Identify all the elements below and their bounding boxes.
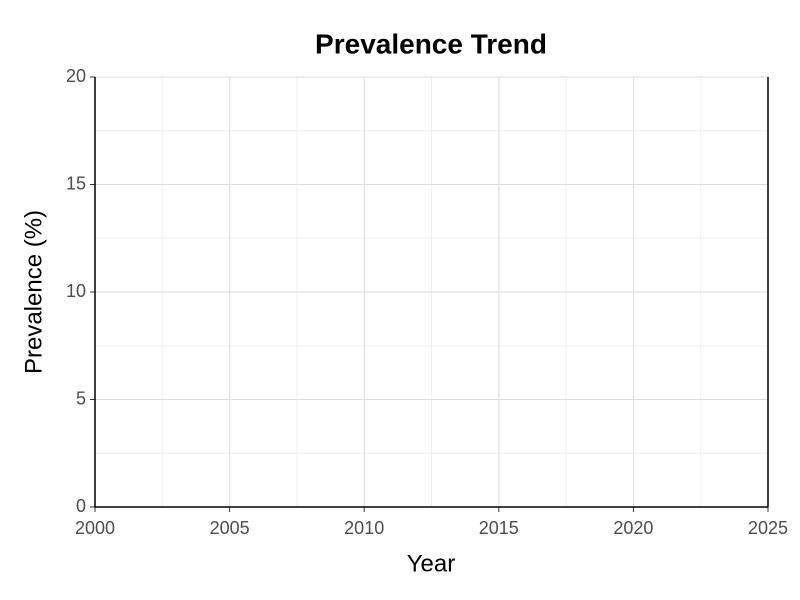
x-tick-label: 2025 bbox=[748, 518, 788, 538]
x-tick-label: 2020 bbox=[613, 518, 653, 538]
y-axis-title: Prevalence (%) bbox=[20, 210, 47, 374]
x-tick-label: 2010 bbox=[344, 518, 384, 538]
x-tick-label: 2005 bbox=[210, 518, 250, 538]
y-tick-label: 15 bbox=[66, 173, 86, 193]
x-tick-label: 2015 bbox=[479, 518, 519, 538]
y-tick-label: 0 bbox=[76, 496, 86, 516]
chart-title: Prevalence Trend bbox=[315, 28, 547, 59]
y-tick-label: 5 bbox=[76, 388, 86, 408]
y-tick-label: 10 bbox=[66, 281, 86, 301]
y-tick-label: 20 bbox=[66, 66, 86, 86]
x-tick-label: 2000 bbox=[75, 518, 115, 538]
x-axis-title: Year bbox=[407, 550, 456, 577]
